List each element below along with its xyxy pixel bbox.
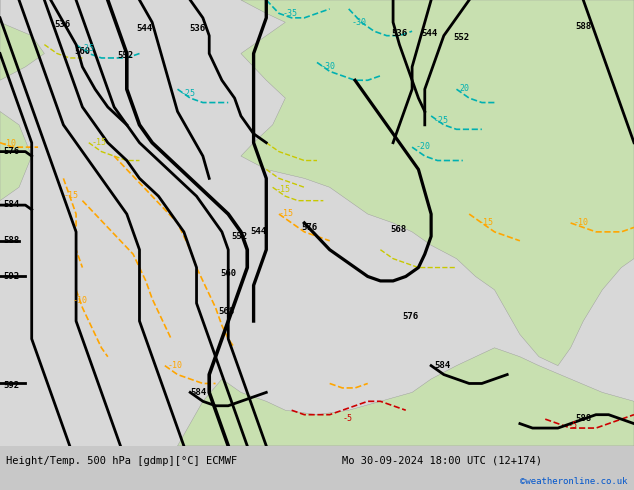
Text: 588: 588 xyxy=(576,415,592,423)
Text: -10: -10 xyxy=(574,218,589,227)
Text: 576: 576 xyxy=(403,312,418,321)
Text: 552: 552 xyxy=(117,51,133,60)
Text: -5: -5 xyxy=(342,415,353,423)
Text: 584: 584 xyxy=(3,200,19,209)
Polygon shape xyxy=(0,112,32,201)
Text: -15: -15 xyxy=(279,209,294,218)
Text: 536: 536 xyxy=(189,24,205,33)
Text: 552: 552 xyxy=(453,33,469,42)
Text: 588: 588 xyxy=(3,236,19,245)
Text: -25: -25 xyxy=(79,44,94,53)
Text: 536: 536 xyxy=(54,20,70,29)
Text: -10: -10 xyxy=(2,139,17,148)
Text: 544: 544 xyxy=(136,24,152,33)
Text: -15: -15 xyxy=(479,218,494,227)
Text: 576: 576 xyxy=(301,222,317,232)
Polygon shape xyxy=(241,0,634,366)
Text: 592: 592 xyxy=(3,271,19,281)
Text: -35: -35 xyxy=(282,9,297,18)
Text: -10: -10 xyxy=(168,361,183,370)
Text: 536: 536 xyxy=(392,29,408,38)
Text: -10: -10 xyxy=(73,296,88,305)
Polygon shape xyxy=(0,0,44,80)
Text: -25: -25 xyxy=(434,116,449,124)
Text: 584: 584 xyxy=(434,361,450,370)
Text: ©weatheronline.co.uk: ©weatheronline.co.uk xyxy=(520,477,628,486)
Text: 584: 584 xyxy=(190,388,206,396)
Text: -15: -15 xyxy=(63,192,79,200)
Text: -25: -25 xyxy=(181,89,196,98)
Text: 568: 568 xyxy=(390,225,406,234)
Text: 560: 560 xyxy=(220,270,236,278)
Text: -30: -30 xyxy=(320,62,335,71)
Text: -15: -15 xyxy=(276,185,291,194)
Text: -15: -15 xyxy=(92,138,107,147)
Text: 560: 560 xyxy=(75,47,91,55)
Text: Height/Temp. 500 hPa [gdmp][°C] ECMWF: Height/Temp. 500 hPa [gdmp][°C] ECMWF xyxy=(6,456,238,466)
Text: 568: 568 xyxy=(219,307,235,317)
Text: 592: 592 xyxy=(3,381,19,390)
Text: 544: 544 xyxy=(422,29,437,38)
Text: 588: 588 xyxy=(576,22,592,31)
Text: 576: 576 xyxy=(3,147,19,156)
Text: 552: 552 xyxy=(231,232,247,241)
Text: -30: -30 xyxy=(352,18,367,26)
Text: -20: -20 xyxy=(415,143,430,151)
Polygon shape xyxy=(178,348,634,446)
Text: 544: 544 xyxy=(250,227,266,236)
Text: Mo 30-09-2024 18:00 UTC (12+174): Mo 30-09-2024 18:00 UTC (12+174) xyxy=(342,456,542,466)
Text: -5: -5 xyxy=(567,421,578,430)
Text: 20: 20 xyxy=(459,84,469,94)
